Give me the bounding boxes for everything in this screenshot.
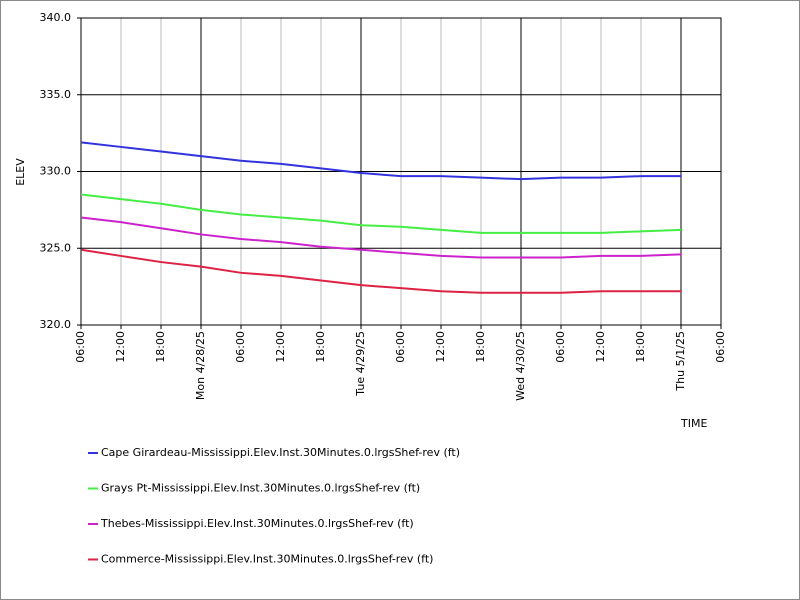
- x-tick-label: Wed 4/30/25: [514, 331, 527, 401]
- x-tick-label: 18:00: [634, 331, 647, 363]
- y-tick-label: 330.0: [40, 165, 72, 178]
- y-tick-label: 340.0: [40, 11, 72, 24]
- x-axis-label: TIME: [680, 417, 707, 430]
- legend-label: Thebes-Mississippi.Elev.Inst.30Minutes.0…: [100, 517, 414, 530]
- y-axis-label: ELEV: [14, 158, 27, 186]
- x-tick-label: 12:00: [594, 331, 607, 363]
- legend-label: Cape Girardeau-Mississippi.Elev.Inst.30M…: [101, 446, 460, 459]
- x-tick-label: 06:00: [554, 331, 567, 363]
- legend-label: Commerce-Mississippi.Elev.Inst.30Minutes…: [101, 553, 433, 566]
- x-tick-label: 06:00: [74, 331, 87, 363]
- x-tick-label: 06:00: [394, 331, 407, 363]
- x-tick-label: 18:00: [314, 331, 327, 363]
- x-tick-label: 06:00: [234, 331, 247, 363]
- x-tick-label: 18:00: [154, 331, 167, 363]
- legend-label: Grays Pt-Mississippi.Elev.Inst.30Minutes…: [101, 482, 420, 495]
- series-line: [80, 193, 682, 234]
- series-line: [80, 141, 681, 181]
- plot-border: [80, 17, 722, 326]
- series-line: [80, 216, 682, 259]
- x-tick-label: 12:00: [434, 331, 447, 363]
- x-tick-label: Mon 4/28/25: [194, 331, 207, 400]
- x-tick-label: Tue 4/29/25: [354, 331, 367, 397]
- series-line: [80, 248, 681, 294]
- x-tick-label: 06:00: [714, 331, 727, 363]
- y-tick-label: 320.0: [40, 318, 72, 331]
- x-tick-label: 12:00: [114, 331, 127, 363]
- x-tick-label: 18:00: [474, 331, 487, 363]
- y-tick-label: 335.0: [40, 88, 72, 101]
- x-tick-label: 12:00: [274, 331, 287, 363]
- x-tick-label: Thu 5/1/25: [674, 331, 687, 392]
- y-tick-label: 325.0: [40, 241, 72, 254]
